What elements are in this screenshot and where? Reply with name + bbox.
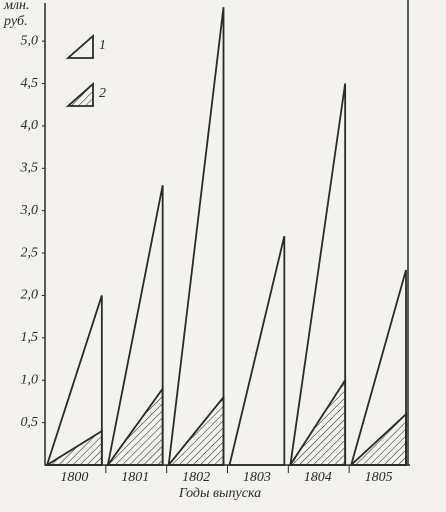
- hatched-triangle: [348, 412, 407, 466]
- y-axis-label: руб.: [3, 14, 28, 29]
- y-axis-label: млн.: [3, 0, 29, 13]
- hatched-triangle: [166, 394, 225, 466]
- x-tick-label: 1800: [60, 470, 88, 485]
- y-tick-label: 2,0: [21, 288, 39, 303]
- legend-label: 1: [99, 38, 106, 53]
- y-tick-label: 2,5: [21, 245, 39, 260]
- x-tick-label: 1803: [243, 470, 271, 485]
- legend-swatch: [65, 34, 94, 59]
- legend-label: 2: [99, 86, 106, 101]
- x-tick-label: 1802: [182, 470, 210, 485]
- y-tick-label: 1,5: [21, 330, 39, 345]
- y-tick-label: 3,5: [20, 161, 39, 176]
- x-axis-label: Годы выпуска: [178, 486, 261, 501]
- x-tick-label: 1801: [121, 470, 149, 485]
- x-tick-label: 1804: [304, 470, 332, 485]
- y-tick-label: 3,0: [20, 203, 39, 218]
- hatched-triangle: [43, 429, 103, 466]
- y-tick-label: 0,5: [21, 415, 39, 430]
- hatched-triangle: [106, 385, 164, 466]
- triangle: [228, 235, 286, 466]
- legend-swatch: [65, 82, 94, 107]
- y-tick-label: 1,0: [21, 372, 39, 387]
- x-tick-label: 1805: [365, 470, 393, 485]
- y-tick-label: 4,0: [21, 118, 39, 133]
- hatched-triangle: [288, 377, 347, 466]
- y-tick-label: 4,5: [21, 76, 39, 91]
- y-tick-label: 5,0: [21, 33, 39, 48]
